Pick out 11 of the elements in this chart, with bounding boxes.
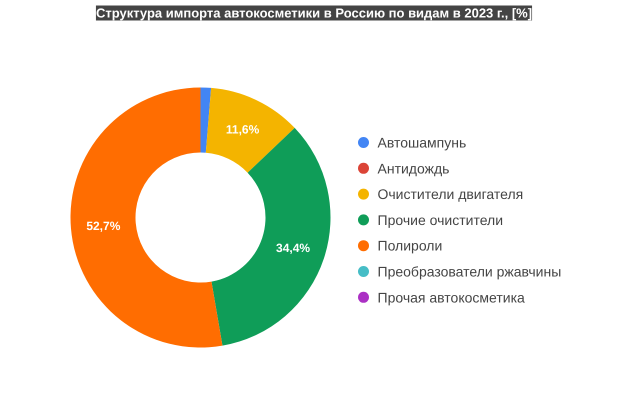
legend-label: Очистители двигателя (378, 186, 524, 202)
legend-label: Антидождь (378, 160, 450, 176)
legend-label: Прочие очистители (378, 212, 504, 228)
legend-label: Автошампунь (378, 134, 466, 150)
legend-label: Полироли (378, 238, 442, 254)
legend-label: Преобразователи ржавчины (378, 264, 562, 280)
legend-label: Прочая автокосметика (378, 289, 526, 306)
data-label: 34,4% (276, 241, 310, 256)
data-label: 52,7% (86, 218, 121, 233)
chart-title: Структура импорта автокосметики в Россию по видам в 2023 г., [%] (96, 6, 532, 20)
data-label: 11,6% (226, 122, 260, 137)
